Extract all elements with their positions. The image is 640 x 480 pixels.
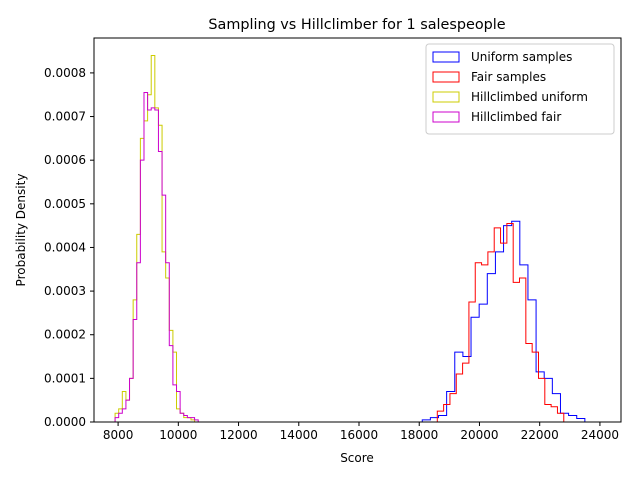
x-tick-label: 8000 [103, 428, 134, 442]
x-tick-label: 16000 [340, 428, 378, 442]
legend-box [425, 43, 615, 135]
legend-swatch-3 [432, 91, 460, 103]
y-tick-label: 0.0000 [44, 415, 86, 429]
x-tick-label: 24000 [581, 428, 619, 442]
x-axis-title: Score [340, 451, 374, 465]
y-tick-label: 0.0008 [44, 66, 86, 80]
x-tick-label: 14000 [280, 428, 318, 442]
legend-label-4: Hillclimbed fair [471, 110, 561, 124]
legend-label-1: Uniform samples [471, 50, 572, 64]
axes-frame [93, 37, 622, 423]
legend-label-3: Hillclimbed uniform [471, 90, 588, 104]
plot-area [114, 54, 593, 423]
x-tick-label: 12000 [219, 428, 257, 442]
series-4-step [114, 92, 210, 423]
legend-swatch-4 [432, 111, 460, 123]
y-tick-label: 0.0006 [44, 153, 86, 167]
y-tick-label: 0.0002 [44, 328, 86, 342]
x-tick-label: 22000 [521, 428, 559, 442]
legend-swatch-1 [432, 51, 460, 63]
legend-swatch-2 [432, 71, 460, 83]
legend: Uniform samples Fair samples Hillclimbed u… [425, 43, 615, 135]
x-tick-label: 20000 [460, 428, 498, 442]
y-axis-title: Probability Density [14, 174, 28, 287]
legend-label-2: Fair samples [471, 70, 546, 84]
y-tick-label: 0.0007 [44, 110, 86, 124]
y-tick-label: 0.0004 [44, 240, 86, 254]
x-axis: 8000 10000 12000 14000 16000 18000 20000 22000 2… [103, 422, 619, 442]
y-axis: 0.0000 0.0001 0.0002 0.0003 0.0004 0.0005 0.00… [44, 66, 94, 429]
x-tick-label: 10000 [159, 428, 197, 442]
series-2-step [436, 222, 583, 423]
y-tick-label: 0.0003 [44, 284, 86, 298]
chart-title: Sampling vs Hillclimber for 1 salespeopl… [208, 17, 505, 33]
y-tick-label: 0.0001 [44, 371, 86, 385]
x-tick-label: 18000 [400, 428, 438, 442]
y-tick-label: 0.0005 [44, 197, 86, 211]
